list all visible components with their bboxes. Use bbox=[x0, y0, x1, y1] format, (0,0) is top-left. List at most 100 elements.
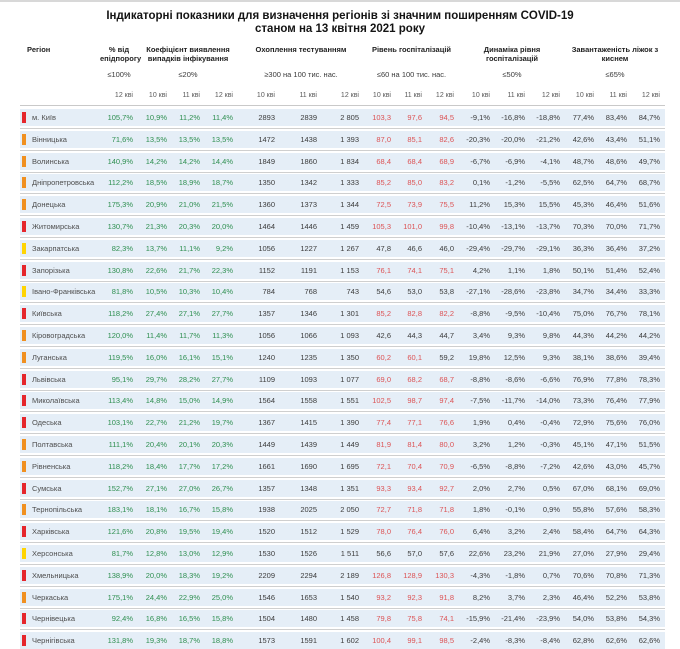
region-cell: Херсонська bbox=[20, 547, 100, 559]
cell-dyn: 0,1% bbox=[472, 178, 490, 188]
cell-beds: 45,7% bbox=[638, 461, 660, 471]
cell-hosp: 128,9 bbox=[403, 570, 422, 580]
region-cell: Чернігівська bbox=[20, 635, 100, 647]
cell-coef: 15,0% bbox=[178, 396, 200, 406]
cell-beds: 53,8% bbox=[638, 592, 660, 602]
cell-dyn: 6,4% bbox=[472, 527, 490, 537]
cell-test: 1 390 bbox=[340, 418, 359, 428]
region-cell: Рівненська bbox=[20, 460, 100, 472]
cell-epid: 112,2% bbox=[108, 178, 133, 188]
cell-beds: 76,4% bbox=[605, 396, 627, 406]
cell-test: 1350 bbox=[258, 178, 275, 188]
region-name: Донецька bbox=[32, 200, 66, 210]
date-label-epid: 12 кві bbox=[114, 92, 133, 99]
cell-coef: 18,5% bbox=[145, 178, 167, 188]
region-name: Полтавська bbox=[32, 439, 73, 449]
cell-beds: 29,4% bbox=[638, 548, 660, 558]
cell-test: 1415 bbox=[300, 418, 317, 428]
cell-test: 1 344 bbox=[340, 200, 359, 210]
cell-epid: 81,8% bbox=[111, 287, 133, 297]
table-row: Івано-Франківська 81,8% 10,5% 10,3% 10,4% 784… bbox=[20, 283, 665, 304]
cell-hosp: 85,1 bbox=[407, 134, 422, 144]
cell-test: 2 189 bbox=[340, 570, 359, 580]
threshold-coef: ≤20% bbox=[178, 70, 198, 79]
region-status-marker-orange bbox=[22, 133, 26, 145]
cell-dyn: -0,4% bbox=[540, 418, 560, 428]
cell-coef: 12,9% bbox=[211, 548, 233, 558]
cell-beds: 53,8% bbox=[605, 614, 627, 624]
cell-coef: 14,2% bbox=[178, 156, 200, 166]
cell-coef: 26,7% bbox=[211, 483, 233, 493]
cell-hosp: 60,1 bbox=[407, 352, 422, 362]
cell-dyn: -14,0% bbox=[536, 396, 560, 406]
table-row: Харківська 121,6% 20,8% 19,5% 19,4% 1520 1512 1… bbox=[20, 523, 665, 544]
cell-beds: 70,0% bbox=[605, 221, 627, 231]
cell-epid: 81,7% bbox=[111, 548, 133, 558]
cell-beds: 68,7% bbox=[638, 178, 660, 188]
cell-test: 1 333 bbox=[340, 178, 359, 188]
region-cell: Волинська bbox=[20, 155, 100, 167]
cell-hosp: 72,1 bbox=[376, 461, 391, 471]
cell-epid: 118,2% bbox=[108, 309, 133, 319]
cell-beds: 27,9% bbox=[605, 548, 627, 558]
region-status-marker-orange bbox=[22, 504, 26, 516]
region-status-marker-red bbox=[22, 264, 26, 276]
cell-dyn: -8,3% bbox=[505, 636, 525, 646]
cell-coef: 22,9% bbox=[178, 592, 200, 602]
cell-beds: 77,4% bbox=[572, 113, 594, 122]
cell-coef: 14,2% bbox=[145, 156, 167, 166]
cell-hosp: 83,2 bbox=[439, 178, 454, 188]
cell-hosp: 130,3 bbox=[435, 570, 454, 580]
cell-test: 1472 bbox=[258, 134, 275, 144]
cell-dyn: -29,1% bbox=[536, 243, 560, 253]
cell-hosp: 72,7 bbox=[376, 505, 391, 515]
table-row: Кіровоградська 120,0% 11,4% 11,7% 11,3% 1056 1… bbox=[20, 326, 665, 347]
cell-dyn: 9,3% bbox=[542, 352, 560, 362]
cell-hosp: 97,6 bbox=[407, 113, 422, 122]
cell-beds: 51,6% bbox=[638, 200, 660, 210]
cell-hosp: 76,6 bbox=[439, 418, 454, 428]
cell-test: 1526 bbox=[300, 548, 317, 558]
column-header-region: Регіон bbox=[27, 45, 51, 54]
threshold-dyn: ≤50% bbox=[502, 70, 522, 79]
cell-dyn: 0,5% bbox=[542, 483, 560, 493]
cell-coef: 15,8% bbox=[211, 614, 233, 624]
cell-coef: 18,8% bbox=[211, 636, 233, 646]
cell-dyn: 15,3% bbox=[503, 200, 525, 210]
cell-dyn: 23,2% bbox=[503, 548, 525, 558]
cell-dyn: 1,9% bbox=[472, 418, 490, 428]
cell-beds: 48,6% bbox=[605, 156, 627, 166]
cell-dyn: 1,8% bbox=[472, 505, 490, 515]
cell-coef: 16,8% bbox=[145, 614, 167, 624]
cell-test: 1591 bbox=[300, 636, 317, 646]
cell-coef: 19,3% bbox=[145, 636, 167, 646]
cell-epid: 121,6% bbox=[107, 527, 133, 537]
region-status-marker-red bbox=[22, 417, 26, 429]
cell-dyn: -16,8% bbox=[501, 113, 525, 122]
cell-beds: 51,4% bbox=[605, 265, 627, 275]
cell-coef: 21,5% bbox=[211, 200, 233, 210]
region-cell: м. Київ bbox=[20, 112, 100, 123]
column-header-coef: Коефіцієнт виявлення випадків інфікуванн… bbox=[146, 45, 230, 63]
cell-dyn: 4,2% bbox=[472, 265, 490, 275]
cell-beds: 62,6% bbox=[638, 636, 660, 646]
cell-hosp: 68,9 bbox=[439, 156, 454, 166]
cell-beds: 51,1% bbox=[638, 134, 660, 144]
cell-epid: 113,4% bbox=[108, 396, 133, 406]
region-status-marker-red bbox=[22, 308, 26, 320]
cell-hosp: 56,6 bbox=[376, 548, 391, 558]
cell-beds: 43,0% bbox=[605, 461, 627, 471]
table-row: Львівська 95,1% 29,7% 28,2% 27,7% 1109 1093 1 0… bbox=[20, 370, 665, 391]
cell-beds: 64,7% bbox=[605, 178, 627, 188]
cell-epid: 130,7% bbox=[107, 221, 133, 231]
cell-hosp: 75,1 bbox=[439, 265, 454, 275]
region-status-marker-red bbox=[22, 635, 26, 647]
cell-dyn: 3,2% bbox=[507, 527, 525, 537]
cell-test: 1191 bbox=[300, 265, 317, 275]
cell-test: 1346 bbox=[300, 309, 317, 319]
cell-test: 1 350 bbox=[340, 352, 359, 362]
cell-coef: 11,2% bbox=[179, 113, 200, 122]
cell-test: 1439 bbox=[300, 439, 317, 449]
table-row: Миколаївська 113,4% 14,8% 15,0% 14,9% 1564 155… bbox=[20, 392, 665, 413]
cell-hosp: 75,8 bbox=[407, 614, 422, 624]
